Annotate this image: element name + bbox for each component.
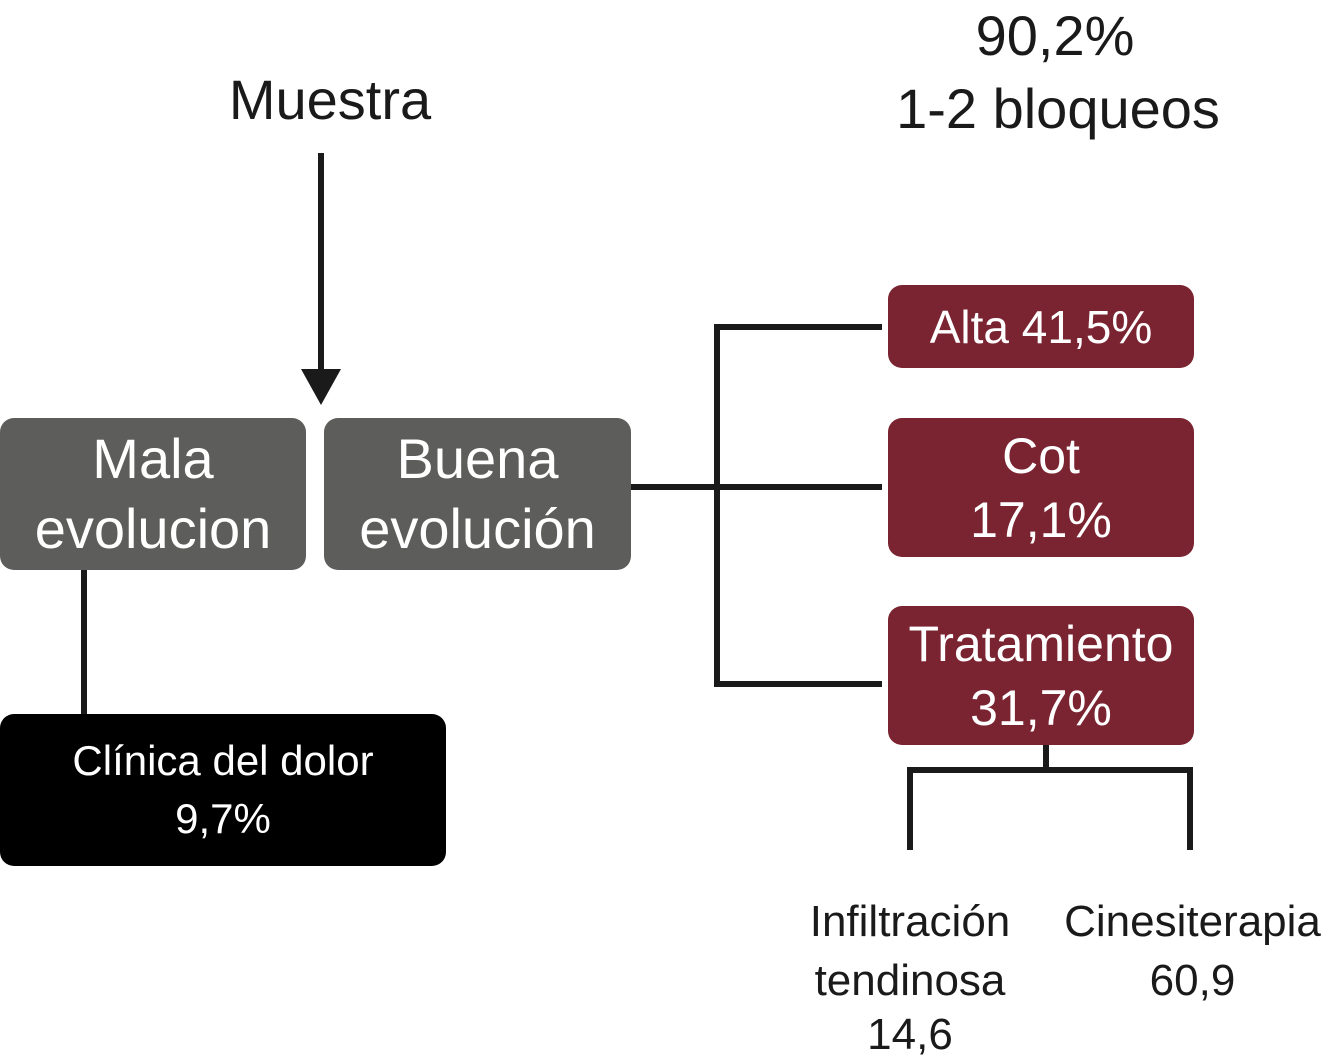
bad-evolution-line2: evolucion bbox=[34, 497, 272, 560]
kinesiotherapy-line1: Cinesiterapia bbox=[1064, 897, 1321, 946]
bad-evolution-line1: Mala bbox=[92, 427, 214, 490]
infiltration-line1: Infiltración bbox=[809, 897, 1011, 946]
blocks-label: 1-2 bloqueos bbox=[896, 77, 1220, 140]
pain-clinic-box: Clínica del dolor 9,7% bbox=[0, 714, 446, 866]
bad-evolution-box: Mala evolucion bbox=[0, 418, 306, 570]
branch-bracket bbox=[714, 324, 882, 687]
good-evolution-box: Buena evolución bbox=[324, 418, 631, 570]
alta-label: Alta 41,5% bbox=[929, 300, 1153, 353]
pain-clinic-line2: 9,7% bbox=[175, 795, 271, 842]
treatment-line1: Tratamiento bbox=[908, 615, 1174, 672]
cot-line2: 17,1% bbox=[970, 491, 1112, 548]
infiltration-value: 14,6 bbox=[867, 1010, 953, 1059]
treatment-bracket bbox=[907, 767, 1193, 850]
cot-line1: Cot bbox=[1002, 427, 1080, 484]
alta-box: Alta 41,5% bbox=[888, 285, 1194, 368]
pain-clinic-line1: Clínica del dolor bbox=[72, 737, 374, 784]
infiltration-line2: tendinosa bbox=[814, 956, 1006, 1005]
sample-arrow-head bbox=[301, 369, 341, 405]
kinesiotherapy-label: Cinesiterapia 60,9 bbox=[1050, 892, 1335, 1010]
cot-box: Cot 17,1% bbox=[888, 418, 1194, 557]
kinesiotherapy-value: 60,9 bbox=[1149, 956, 1236, 1005]
sample-label: Muestra bbox=[228, 68, 432, 131]
good-evolution-line2: evolución bbox=[359, 497, 596, 560]
good-evolution-line1: Buena bbox=[396, 427, 559, 490]
percent-label: 90,2% bbox=[975, 4, 1135, 67]
treatment-box: Tratamiento 31,7% bbox=[888, 606, 1194, 745]
treatment-line2: 31,7% bbox=[970, 679, 1112, 736]
infiltration-label: Infiltración tendinosa bbox=[790, 892, 1030, 1010]
